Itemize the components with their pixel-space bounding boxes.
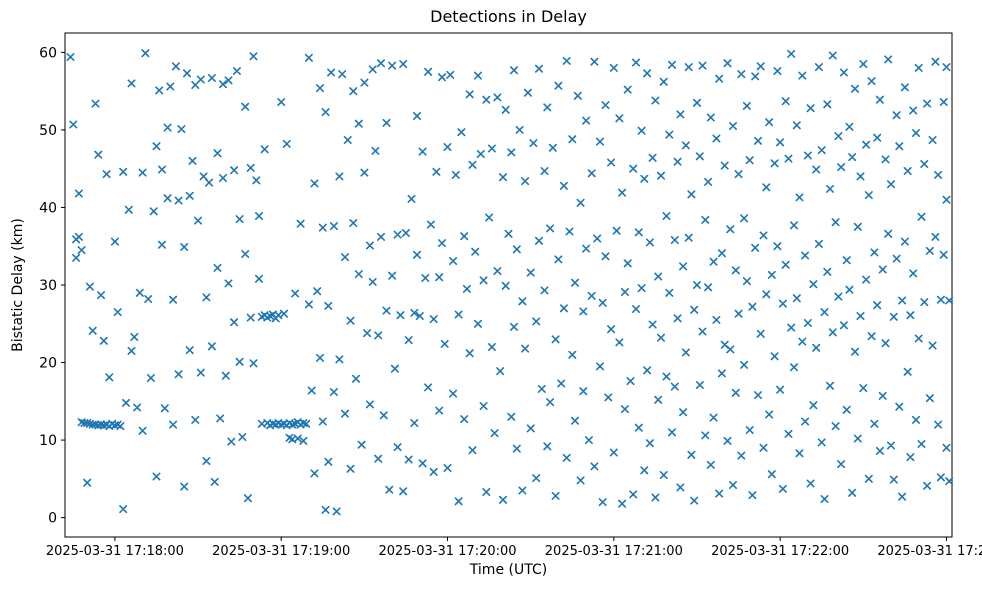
- y-tick-label: 0: [48, 511, 57, 527]
- y-axis-label: Bistatic Delay (km): [10, 218, 26, 352]
- y-tick-label: 10: [39, 433, 57, 449]
- chart-title: Detections in Delay: [430, 7, 587, 26]
- y-tick-label: 30: [39, 278, 57, 294]
- y-tick-label: 20: [39, 356, 57, 372]
- x-tick-label: 2025-03-31 17:21:00: [545, 544, 683, 559]
- y-tick-label: 50: [39, 123, 57, 139]
- x-tick-label: 2025-03-31 17:22:00: [711, 544, 849, 559]
- x-axis-label: Time (UTC): [469, 562, 548, 578]
- y-tick-label: 60: [39, 45, 57, 61]
- x-tick-label: 2025-03-31 17:20:00: [378, 544, 516, 559]
- x-tick-label: 2025-03-31 17:23:00: [877, 544, 982, 559]
- x-tick-label: 2025-03-31 17:18:00: [46, 544, 184, 559]
- x-tick-label: 2025-03-31 17:19:00: [212, 544, 350, 559]
- scatter-points: [66, 49, 954, 516]
- y-tick-label: 40: [39, 200, 57, 216]
- plot-frame: [64, 32, 953, 538]
